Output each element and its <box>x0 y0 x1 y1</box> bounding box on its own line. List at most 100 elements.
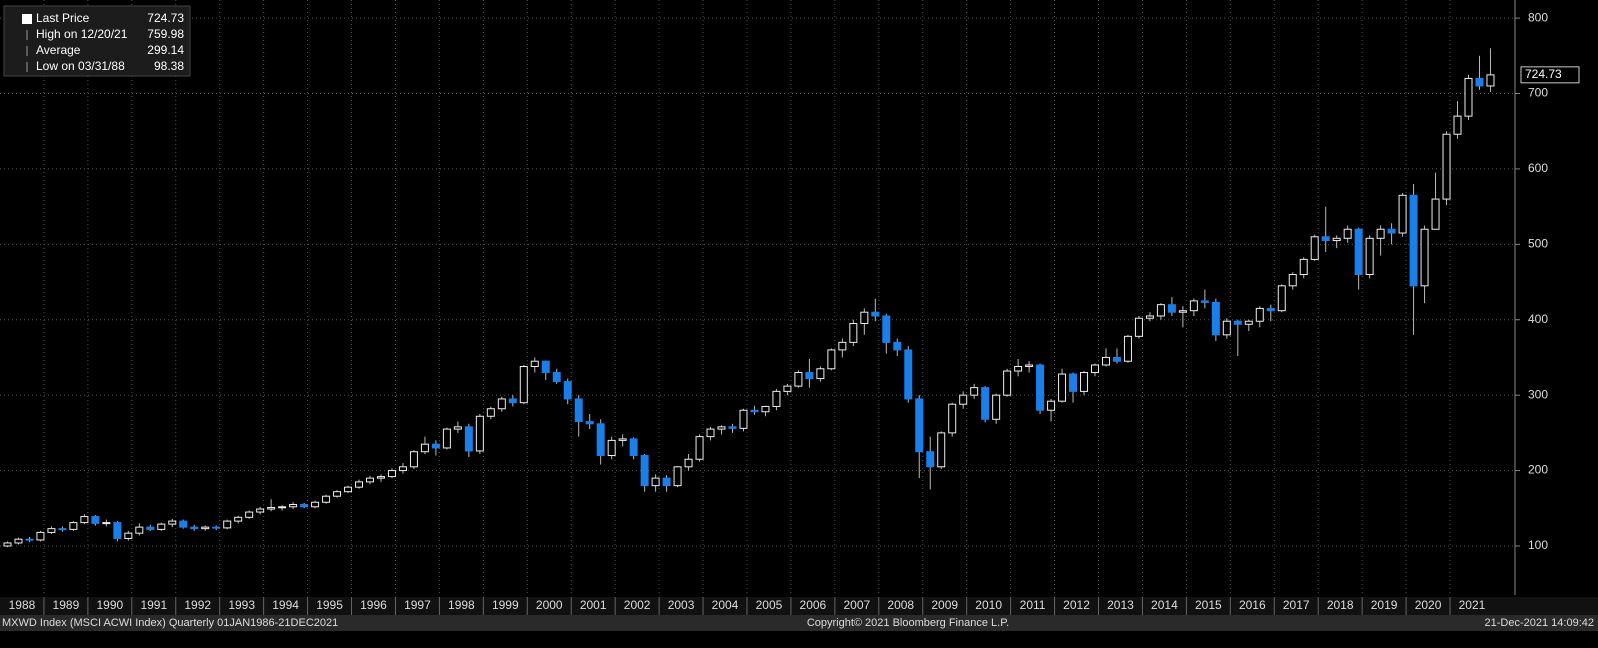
candle-body <box>1091 364 1100 374</box>
x-tick-label: 2000 <box>536 598 563 612</box>
x-tick-label: 2019 <box>1371 598 1398 612</box>
candle-body <box>717 426 726 430</box>
x-tick-label: 2006 <box>800 598 827 612</box>
candle-body <box>124 532 133 539</box>
candle-body <box>816 368 825 380</box>
candle-body <box>871 311 880 317</box>
y-tick-label: 500 <box>1528 237 1548 251</box>
x-tick-label: 1996 <box>360 598 387 612</box>
x-tick-label: 2010 <box>975 598 1002 612</box>
legend-box <box>3 5 191 77</box>
candle-body <box>376 476 385 479</box>
x-tick-label: 2004 <box>712 598 739 612</box>
candle-body <box>596 423 605 456</box>
candle-body <box>772 390 781 407</box>
candle-body <box>1003 370 1012 396</box>
x-tick-label: 1997 <box>404 598 431 612</box>
legend-value: 759.98 <box>147 27 184 41</box>
candle-body <box>695 436 704 460</box>
candle-body <box>442 428 451 449</box>
footer-right: 21-Dec-2021 14:09:42 <box>1485 617 1594 629</box>
x-tick-label: 2021 <box>1459 598 1486 612</box>
candle-body <box>1310 236 1319 260</box>
candle-body <box>684 458 693 468</box>
candle-body <box>926 451 935 468</box>
footer-center: Copyright© 2021 Bloomberg Finance L.P. <box>807 617 1009 629</box>
candle-body <box>431 443 440 449</box>
candle-body <box>311 501 320 508</box>
candle-body <box>1233 320 1242 325</box>
x-tick-label: 1992 <box>184 598 211 612</box>
footer-band <box>0 615 1598 631</box>
candle-body <box>519 366 528 404</box>
x-tick-label: 1998 <box>448 598 475 612</box>
candle-body <box>904 349 913 400</box>
legend-value: 98.38 <box>154 59 184 73</box>
candle-body <box>761 405 770 413</box>
candle-body <box>1101 356 1110 366</box>
candle-body <box>420 443 429 453</box>
candle-body <box>333 491 342 497</box>
candle-body <box>1211 301 1220 336</box>
candle-body <box>893 341 902 351</box>
candle-body <box>1420 228 1429 287</box>
candle-body <box>223 520 232 529</box>
candle-body <box>256 508 265 513</box>
candle-body <box>322 495 331 503</box>
candle-body <box>190 526 199 530</box>
candle-body <box>541 360 550 374</box>
candle-body <box>794 372 803 387</box>
legend-label: Average <box>36 43 81 57</box>
x-tick-label: 1995 <box>316 598 343 612</box>
candle-body <box>25 538 34 541</box>
candle-body <box>58 528 67 531</box>
candle-body <box>245 511 254 518</box>
candle-body <box>486 408 495 417</box>
candle-body <box>179 520 188 528</box>
candle-body <box>959 394 968 405</box>
last-price-label: 724.73 <box>1525 67 1562 81</box>
x-tick-label: 2003 <box>668 598 695 612</box>
y-tick-label: 100 <box>1528 538 1548 552</box>
candle-body <box>574 398 583 423</box>
legend-label: High on 12/20/21 <box>36 27 128 41</box>
candle-body <box>14 538 23 544</box>
candle-body <box>552 372 561 383</box>
candle-body <box>464 426 473 452</box>
candle-body <box>267 507 276 510</box>
x-tick-label: 2012 <box>1063 598 1090 612</box>
candle-body <box>607 439 616 456</box>
x-tick-label: 1993 <box>228 598 255 612</box>
candle-body <box>640 454 649 487</box>
candle-body <box>201 526 210 530</box>
legend-label: Last Price <box>36 11 90 25</box>
candle-body <box>1036 364 1045 411</box>
candle-body <box>1321 236 1330 242</box>
candle-body <box>278 506 287 509</box>
candle-body <box>563 381 572 400</box>
candle-body <box>157 523 166 530</box>
candle-body <box>728 426 737 429</box>
candle-body <box>651 477 660 487</box>
candle-body <box>80 516 89 524</box>
candle-body <box>585 421 594 425</box>
candle-body <box>1112 356 1121 362</box>
candle-body <box>113 522 122 539</box>
x-tick-label: 2014 <box>1151 598 1178 612</box>
candle-body <box>365 477 374 483</box>
candle-body <box>1365 237 1374 275</box>
x-tick-label: 1994 <box>272 598 299 612</box>
candle-body <box>1486 74 1495 87</box>
candle-body <box>289 504 298 508</box>
candle-body <box>344 486 353 493</box>
y-tick-label: 200 <box>1528 463 1548 477</box>
y-tick-label: 300 <box>1528 387 1548 401</box>
x-tick-label: 2013 <box>1107 598 1134 612</box>
x-tick-label: 2005 <box>756 598 783 612</box>
candle-body <box>1343 228 1352 239</box>
candle-body <box>47 528 56 533</box>
candle-body <box>1058 373 1067 402</box>
candle-body <box>1244 320 1253 325</box>
candle-body <box>860 311 869 325</box>
candle-body <box>1255 307 1264 322</box>
